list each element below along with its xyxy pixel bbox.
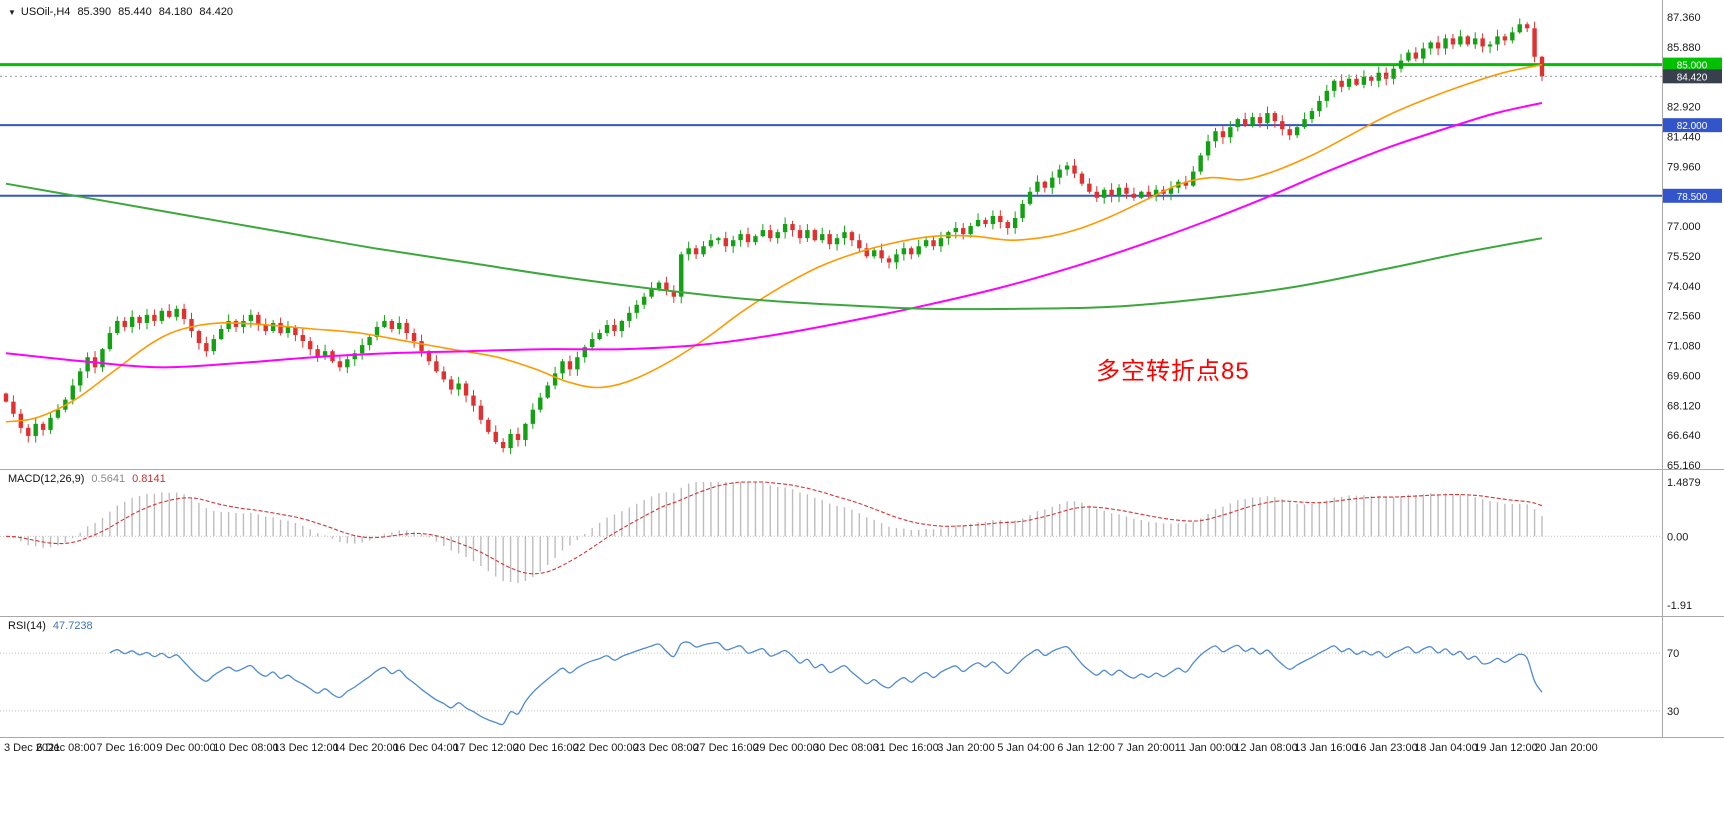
svg-text:75.520: 75.520 — [1667, 251, 1701, 263]
svg-text:6 Jan 12:00: 6 Jan 12:00 — [1057, 742, 1115, 754]
svg-text:27 Dec 16:00: 27 Dec 16:00 — [693, 742, 758, 754]
svg-text:69.600: 69.600 — [1667, 370, 1701, 382]
svg-text:79.960: 79.960 — [1667, 161, 1701, 173]
svg-text:3 Jan 20:00: 3 Jan 20:00 — [937, 742, 995, 754]
svg-text:87.360: 87.360 — [1667, 12, 1701, 24]
svg-text:-1.91: -1.91 — [1667, 600, 1692, 612]
svg-text:6 Dec 08:00: 6 Dec 08:00 — [36, 742, 95, 754]
svg-text:85.880: 85.880 — [1667, 42, 1701, 54]
svg-text:18 Jan 04:00: 18 Jan 04:00 — [1414, 742, 1478, 754]
svg-text:66.640: 66.640 — [1667, 430, 1701, 442]
svg-text:19 Jan 12:00: 19 Jan 12:00 — [1474, 742, 1538, 754]
svg-text:82.920: 82.920 — [1667, 102, 1701, 114]
svg-text:13 Dec 12:00: 13 Dec 12:00 — [273, 742, 338, 754]
svg-text:1.4879: 1.4879 — [1667, 477, 1701, 489]
svg-text:22 Dec 00:00: 22 Dec 00:00 — [573, 742, 638, 754]
svg-text:30 Dec 08:00: 30 Dec 08:00 — [813, 742, 878, 754]
svg-text:17 Dec 12:00: 17 Dec 12:00 — [453, 742, 518, 754]
ohlc-high: 85.440 — [118, 6, 152, 18]
svg-text:0.00: 0.00 — [1667, 531, 1688, 543]
svg-text:85.000: 85.000 — [1677, 61, 1708, 72]
svg-text:5 Jan 04:00: 5 Jan 04:00 — [997, 742, 1055, 754]
ohlc-low: 84.180 — [158, 6, 193, 18]
rsi-name: RSI(14) — [8, 620, 46, 632]
ma-medium — [5, 102, 1543, 369]
main-price-chart[interactable] — [0, 18, 1662, 455]
svg-text:12 Jan 08:00: 12 Jan 08:00 — [1234, 742, 1298, 754]
macd-panel[interactable] — [0, 481, 1662, 584]
macd-signal-value: 0.8141 — [132, 473, 166, 485]
svg-text:16 Dec 04:00: 16 Dec 04:00 — [393, 742, 458, 754]
svg-text:84.420: 84.420 — [1677, 72, 1708, 83]
svg-text:81.440: 81.440 — [1667, 131, 1701, 143]
svg-text:68.120: 68.120 — [1667, 400, 1701, 412]
macd-name: MACD(12,26,9) — [8, 473, 85, 485]
svg-text:9 Dec 00:00: 9 Dec 00:00 — [156, 742, 215, 754]
ma-fast — [5, 63, 1543, 423]
svg-text:20 Jan 20:00: 20 Jan 20:00 — [1534, 742, 1598, 754]
svg-text:13 Jan 16:00: 13 Jan 16:00 — [1294, 742, 1358, 754]
collapse-arrow-icon[interactable]: ▼ — [8, 7, 16, 17]
symbol-ohlc-line: ▼ USOil-,H4 85.390 85.440 84.180 84.420 — [8, 6, 233, 18]
chart-text-annotation[interactable]: 多空转折点85 — [1096, 358, 1250, 385]
svg-text:14 Dec 20:00: 14 Dec 20:00 — [333, 742, 398, 754]
svg-text:77.000: 77.000 — [1667, 221, 1701, 233]
svg-text:82.000: 82.000 — [1677, 121, 1708, 132]
svg-text:16 Jan 23:00: 16 Jan 23:00 — [1354, 742, 1418, 754]
svg-text:70: 70 — [1667, 648, 1679, 660]
svg-text:7 Jan 20:00: 7 Jan 20:00 — [1117, 742, 1175, 754]
macd-indicator-label: MACD(12,26,9) 0.5641 0.8141 — [8, 473, 166, 485]
svg-text:65.160: 65.160 — [1667, 460, 1701, 472]
svg-text:7 Dec 16:00: 7 Dec 16:00 — [96, 742, 155, 754]
rsi-panel[interactable] — [0, 641, 1662, 726]
rsi-value: 47.7238 — [52, 620, 93, 632]
ma-slow — [5, 182, 1543, 311]
svg-text:74.040: 74.040 — [1667, 281, 1701, 293]
svg-text:29 Dec 00:00: 29 Dec 00:00 — [753, 742, 818, 754]
ohlc-open: 85.390 — [77, 6, 112, 18]
svg-text:71.080: 71.080 — [1667, 341, 1701, 353]
rsi-indicator-label: RSI(14) 47.7238 — [8, 620, 93, 632]
price-axis[interactable]: 87.36085.88084.40082.92081.44079.96078.4… — [1663, 12, 1722, 718]
ohlc-close: 84.420 — [199, 6, 234, 18]
symbol-label: USOil-,H4 — [20, 6, 71, 18]
svg-text:31 Dec 16:00: 31 Dec 16:00 — [873, 742, 938, 754]
svg-text:78.500: 78.500 — [1677, 192, 1708, 203]
svg-text:11 Jan 00:00: 11 Jan 00:00 — [1175, 742, 1238, 754]
svg-text:3 Dec 2021: 3 Dec 2021 — [4, 742, 60, 754]
svg-text:30: 30 — [1667, 706, 1679, 718]
macd-main-value: 0.5641 — [91, 473, 126, 485]
panel-separators — [0, 0, 1724, 738]
svg-text:72.560: 72.560 — [1667, 311, 1701, 323]
svg-text:10 Dec 08:00: 10 Dec 08:00 — [213, 742, 278, 754]
svg-text:20 Dec 16:00: 20 Dec 16:00 — [513, 742, 578, 754]
svg-text:23 Dec 08:00: 23 Dec 08:00 — [633, 742, 698, 754]
